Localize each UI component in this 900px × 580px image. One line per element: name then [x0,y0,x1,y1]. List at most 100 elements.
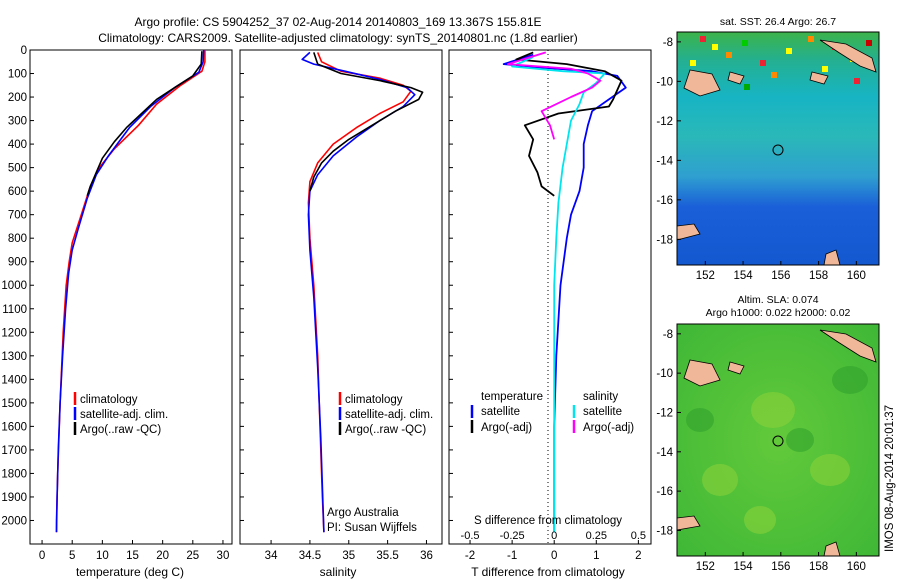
x-tick-label: 35 [342,550,355,562]
temperature-panel: 0100200300400500600700800900100011001200… [1,45,233,579]
s-tick-label: -0.5 [461,530,480,542]
legend-label-s-argo: Argo(-adj) [583,422,634,434]
temperature-series [55,49,206,533]
series-line-argo-raw-qc- [309,52,424,192]
temperature-legend: climatology satellite-adj. clim. Argo(..… [73,392,168,436]
map-x-tick-label: 156 [771,561,790,573]
depth-tick-label: 100 [8,69,27,81]
x-tick-label: -1 [507,550,517,562]
difference-y-ticks [449,49,453,521]
sst-map-frame [676,31,880,266]
sst-field [677,32,879,265]
map-y-tick-label: -16 [656,195,673,207]
s-tick-label: 0.25 [586,530,607,542]
difference-legend: temperature satellite Argo(-adj) salinit… [470,391,634,434]
salinity-legend: climatology satellite-adj. clim. Argo(..… [338,392,433,436]
map-y-tick-label: -10 [656,368,673,380]
series-line-satellite-adj-clim- [301,51,416,533]
imos-timestamp: IMOS 08-Aug-2014 20:01:37 [884,405,896,552]
sla-land [676,329,877,557]
t-difference-xlabel: T difference from climatology [471,565,625,579]
land-papua-coast [683,359,721,387]
legend-label-satellite: satellite-adj. clim. [345,409,433,421]
legend-label-climatology: climatology [80,394,138,406]
x-tick-label: 34.5 [299,550,321,562]
map-y-tick-label: -12 [656,407,673,419]
depth-tick-label: 200 [8,92,27,104]
land-papua-coast [683,69,721,97]
map-x-tick-label: 154 [733,270,753,282]
land-solomon-islands [819,329,877,363]
depth-tick-label: 1100 [2,304,27,316]
depth-tick-label: 1000 [1,280,27,292]
title-line-1: Argo profile: CS 5904252_37 02-Aug-2014 … [135,15,542,29]
s-tick-label: 0 [551,530,557,542]
depth-tick-label: 1700 [1,445,27,457]
map-y-tick-label: -12 [656,116,673,128]
map-y-tick-label: -8 [663,37,673,49]
legend-label-s-satellite: satellite [583,406,622,418]
series-line-s-argo-adj- [507,51,602,140]
temperature-xlabel: temperature (deg C) [76,565,184,579]
map-y-tick-label: -18 [656,234,673,246]
sst-map-axes: 152 154 156 158 160 -8 -10 -12 -14 -16 -18 [656,37,866,282]
salinity-x-axis: 34 34.5 35 35.5 36 [265,540,433,562]
land-island [727,71,745,85]
depth-tick-label: 1400 [1,374,27,386]
sla-map-panel: Altim. SLA: 0.074 Argo h1000: 0.022 h200… [656,294,880,573]
depth-tick-label: 900 [8,257,27,269]
map-y-tick-label: -14 [656,155,673,167]
x-tick-label: 35.5 [376,550,398,562]
map-x-tick-label: 152 [696,561,715,573]
map-y-tick-label: -10 [656,76,673,88]
x-tick-label: 36 [420,550,433,562]
x-tick-label: -2 [465,550,475,562]
argo-float-marker-sst [772,144,784,156]
s-difference-ticks: -0.5 -0.25 0 0.25 0.5 [461,530,646,542]
series-line-argo-raw-qc- [86,51,203,197]
depth-tick-label: 500 [8,163,27,175]
salinity-y-ticks [240,49,244,521]
legend-label-t-argo: Argo(-adj) [481,422,532,434]
depth-tick-label: 0 [21,45,27,57]
legend-label-t-satellite: satellite [481,406,520,418]
land-solomon-islands [819,39,877,73]
x-tick-label: 2 [635,550,641,562]
depth-tick-label: 400 [8,139,27,151]
annotation-argo-australia: Argo Australia [327,507,399,519]
x-tick-label: 0 [551,550,557,562]
depth-tick-label: 2000 [1,515,27,527]
map-y-tick-label: -14 [656,447,673,459]
map-x-tick-label: 160 [847,561,866,573]
legend-label-climatology: climatology [345,394,403,406]
sst-map-title: sat. SST: 26.4 Argo: 26.7 [720,16,836,28]
map-y-tick-label: -18 [656,525,673,537]
x-tick-label: 20 [156,550,169,562]
land-island [727,361,745,375]
salinity-axes-frame [239,49,443,545]
depth-tick-label: 1900 [1,492,27,504]
map-x-tick-label: 152 [696,270,715,282]
x-tick-label: 10 [96,550,109,562]
sla-map-title-2: Argo h1000: 0.022 h2000: 0.02 [706,307,851,319]
difference-x-axis: -2 -1 0 1 2 [465,540,642,562]
legend-label-argo: Argo(..raw -QC) [80,424,161,436]
map-x-tick-label: 156 [771,270,790,282]
depth-tick-label: 700 [8,210,27,222]
s-tick-label: 0.5 [631,530,646,542]
x-tick-label: 5 [69,550,75,562]
s-tick-label: -0.25 [500,530,525,542]
sst-land [676,39,877,266]
sla-field [677,324,879,556]
x-tick-label: 1 [593,550,599,562]
sla-map-title-1: Altim. SLA: 0.074 [737,294,818,306]
annotation-pi: PI: Susan Wijffels [327,522,417,534]
legend-label-satellite: satellite-adj. clim. [80,409,168,421]
difference-series [502,51,627,533]
depth-tick-label: 1300 [1,351,27,363]
sla-map-frame [676,323,880,557]
title-line-2: Climatology: CARS2009. Satellite-adjuste… [98,31,578,45]
series-line-t-argo-adj- [515,51,623,197]
land-island [809,71,829,85]
